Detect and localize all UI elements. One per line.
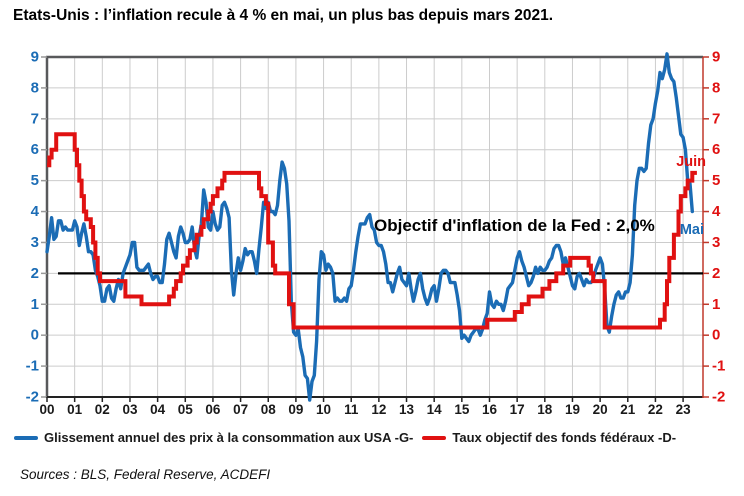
right-axis-tick-label: -2 <box>712 389 725 406</box>
left-axis-tick-label: 6 <box>31 141 39 158</box>
right-axis-tick-label: 2 <box>712 265 720 282</box>
cpi-legend-label: Glissement annuel des prix à la consomma… <box>44 430 414 445</box>
x-axis-tick-label: 02 <box>95 402 110 417</box>
x-axis-tick-label: 18 <box>537 402 553 417</box>
left-axis-tick-label: 3 <box>31 234 39 251</box>
right-axis-tick-label: 9 <box>712 49 720 66</box>
left-axis-tick-label: 7 <box>31 110 39 127</box>
left-axis-tick-label: 1 <box>31 296 39 313</box>
x-axis-tick-label: 21 <box>620 402 636 417</box>
x-axis-tick-label: 23 <box>676 402 692 417</box>
left-axis-tick-label: 2 <box>31 265 39 282</box>
fed-legend-dash-icon <box>422 435 447 440</box>
right-axis-tick-label: 0 <box>712 327 720 344</box>
cpi-legend-dash-icon <box>14 435 38 440</box>
right-axis-tick-label: 1 <box>712 296 720 313</box>
left-axis-tick-label: -2 <box>26 389 39 406</box>
x-axis-tick-label: 12 <box>371 402 386 417</box>
left-axis-tick-label: 4 <box>31 203 40 220</box>
x-axis-tick-label: 22 <box>648 402 663 417</box>
x-axis-tick-label: 04 <box>150 402 166 417</box>
right-axis-tick-label: 8 <box>712 79 720 96</box>
right-axis-tick-label: 3 <box>712 234 720 251</box>
x-axis-tick-label: 14 <box>427 402 443 417</box>
x-axis-tick-label: 03 <box>122 402 138 417</box>
x-axis-tick-label: 05 <box>178 402 194 417</box>
left-axis-tick-label: -1 <box>26 358 39 375</box>
left-axis-tick-label: 5 <box>31 172 39 189</box>
legend: Glissement annuel des prix à la consomma… <box>14 430 685 445</box>
x-axis-tick-label: 10 <box>316 402 331 417</box>
right-axis-tick-label: -1 <box>712 358 725 375</box>
fed-funds-line <box>47 132 697 330</box>
right-axis-tick-label: 5 <box>712 172 720 189</box>
x-axis-tick-label: 09 <box>288 402 303 417</box>
x-axis-tick-label: 16 <box>482 402 498 417</box>
left-axis-tick-label: 0 <box>31 327 39 344</box>
fed-target-annotation: Objectif d'inflation de la Fed : 2,0% <box>374 216 655 235</box>
sources-note: Sources : BLS, Federal Reserve, ACDEFI <box>20 467 271 482</box>
x-axis-tick-label: 07 <box>233 402 248 417</box>
right-axis-tick-label: 7 <box>712 110 720 127</box>
x-axis-tick-label: 13 <box>399 402 415 417</box>
x-axis-tick-label: 00 <box>39 402 54 417</box>
cpi-end-month-label: Mai <box>680 222 704 238</box>
x-axis-tick-label: 11 <box>344 402 359 417</box>
left-axis-tick-label: 8 <box>31 79 39 96</box>
x-axis-tick-label: 19 <box>565 402 580 417</box>
fed-end-month-label: Juin <box>676 154 706 170</box>
fed-legend-label: Taux objectif des fonds fédéraux -D- <box>452 430 677 445</box>
x-axis-tick-label: 15 <box>454 402 470 417</box>
chart-title: Etats-Unis : l’inflation recule à 4 % en… <box>13 7 554 24</box>
x-axis-tick-label: 01 <box>67 402 83 417</box>
x-axis-tick-label: 17 <box>510 402 525 417</box>
x-axis-tick-label: 20 <box>593 402 608 417</box>
x-axis-tick-label: 08 <box>261 402 277 417</box>
x-axis-tick-label: 06 <box>205 402 221 417</box>
cpi-line <box>45 52 694 402</box>
right-axis-tick-label: 4 <box>712 203 721 220</box>
right-axis-tick-label: 6 <box>712 141 720 158</box>
left-axis-tick-label: 9 <box>31 49 39 66</box>
